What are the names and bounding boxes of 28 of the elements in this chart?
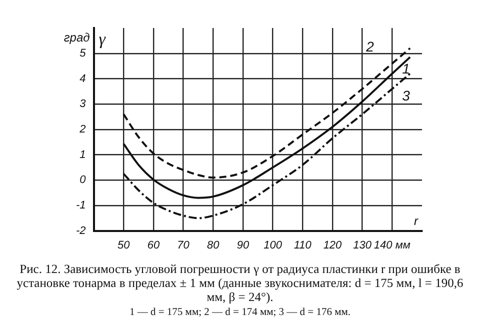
x-tick-label: 120	[323, 239, 343, 252]
y-tick-label: 5	[80, 47, 87, 60]
y-tick-label: 2	[78, 123, 86, 136]
x-tick-label: 90	[236, 239, 250, 252]
annotation: γ	[98, 29, 107, 48]
x-tick-label: 110	[294, 239, 312, 252]
line-series	[122, 72, 412, 220]
x-tick-label: 60	[147, 239, 160, 252]
y-tick-label: 3	[80, 98, 87, 110]
y-tick-label: 4	[80, 72, 86, 85]
y-tick-label: 0	[80, 174, 87, 186]
text: Рис. 12. Зависимость угловой погрешности γ от радиуса пластинки r при ошибке в установке тонарма в пределах ± 1 мм (данные звукоснимателя: d = 175 мм, l = 190,6 мм, β = 24°).	[16, 262, 464, 304]
y-tick-label: 1	[80, 148, 86, 161]
y-tick-label: -1	[76, 200, 86, 212]
x-tick-label: 80	[207, 239, 220, 252]
text: 1 — d = 175 мм; 2 — d = 174 мм; 3 — d = 176 мм.	[128, 306, 352, 320]
y-axis-title: град	[64, 30, 90, 44]
series-label: 3	[402, 88, 410, 104]
series-label: 2	[365, 38, 374, 54]
x-tick-label: 100	[264, 239, 283, 252]
x-tick-label: 70	[177, 239, 190, 252]
x-tick-label: 140 мм	[374, 239, 411, 252]
line-series	[122, 56, 412, 199]
y-tick-label: -2	[76, 224, 86, 237]
x-axis-title: r	[414, 214, 419, 228]
series-label: 1	[402, 60, 410, 77]
x-tick-label: 50	[117, 239, 131, 252]
x-tick-label: 130	[353, 239, 372, 252]
